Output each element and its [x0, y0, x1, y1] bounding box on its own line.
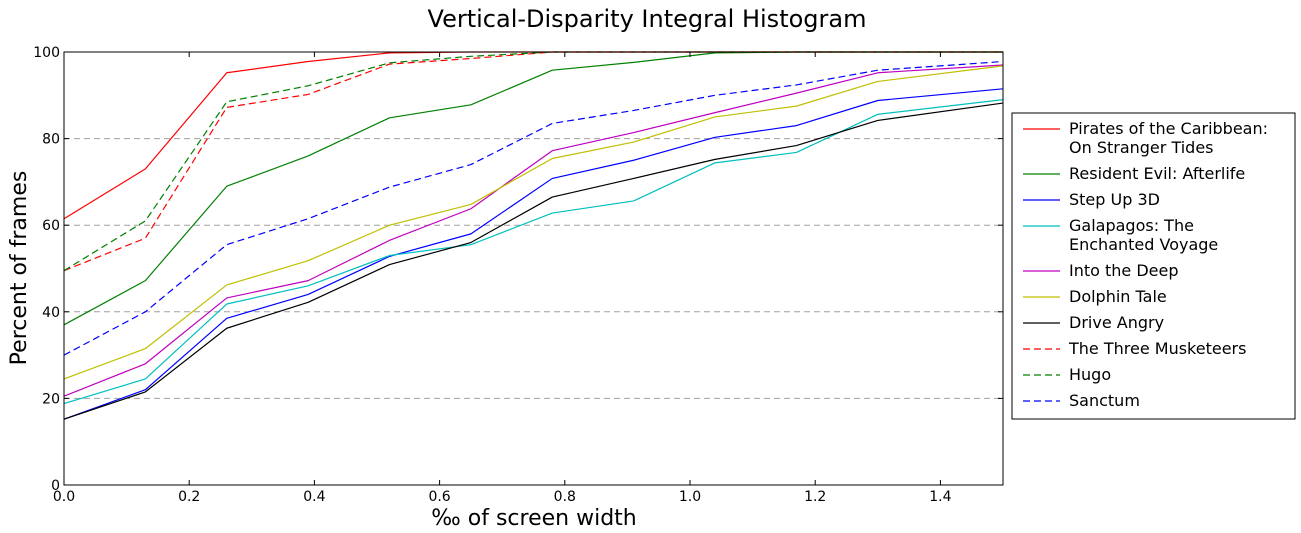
y-tick-label: 20 [42, 391, 60, 407]
legend-label-5: Dolphin Tale [1069, 287, 1167, 306]
series-line-6 [63, 102, 1004, 420]
x-tick-label: 1.4 [929, 489, 951, 505]
legend-box [1011, 112, 1296, 420]
plot-frame [63, 51, 1004, 486]
y-tick-label: 80 [42, 132, 60, 148]
x-tick-label: 0.0 [53, 489, 75, 505]
axis-ticks: 0.0 0.2 0.4 0.6 0.8 1.0 1.2 1.4 0 20 40 60 80 100 [33, 45, 1003, 505]
x-tick-label: 1.2 [804, 489, 826, 505]
legend-label-6: Drive Angry [1069, 313, 1164, 332]
y-tick-label: 100 [33, 45, 60, 61]
gridlines [64, 138, 1003, 399]
x-tick-label: 0.4 [303, 489, 325, 505]
series-line-1 [63, 51, 1003, 326]
legend-label-1: Resident Evil: Afterlife [1069, 164, 1245, 183]
legend-label-2: Step Up 3D [1069, 190, 1160, 209]
x-axis-title: ‰ of screen width [431, 506, 636, 531]
legend-label-9: Sanctum [1069, 391, 1140, 410]
series-line-5 [63, 65, 1004, 380]
x-tick-label: 0.2 [178, 489, 200, 505]
series-line-7 [63, 51, 1003, 272]
x-tick-label: 0.6 [428, 489, 450, 505]
legend-label-8: Hugo [1069, 365, 1111, 384]
legend: Pirates of the Caribbean: On Stranger Tid… [1011, 112, 1296, 420]
series-line-8 [63, 51, 1003, 272]
legend-label-3: Galapagos: The Enchanted Voyage [1069, 216, 1218, 254]
series-line-9 [63, 60, 1004, 356]
series-line-3 [63, 99, 1004, 405]
legend-label-7: The Three Musketeers [1068, 339, 1246, 358]
series-lines [63, 51, 1004, 420]
y-tick-label: 60 [42, 218, 60, 234]
y-tick-label: 40 [42, 305, 60, 321]
legend-label-0: Pirates of the Caribbean: On Stranger Tid… [1069, 119, 1268, 157]
y-tick-label: 0 [51, 478, 60, 494]
series-line-2 [63, 88, 1004, 420]
series-line-4 [63, 64, 1004, 397]
x-tick-label: 1.0 [679, 489, 701, 505]
legend-label-4: Into the Deep [1069, 261, 1179, 280]
x-tick-label: 0.8 [554, 489, 576, 505]
chart-title: Vertical-Disparity Integral Histogram [428, 5, 867, 33]
y-axis-title: Percent of frames [7, 171, 32, 366]
